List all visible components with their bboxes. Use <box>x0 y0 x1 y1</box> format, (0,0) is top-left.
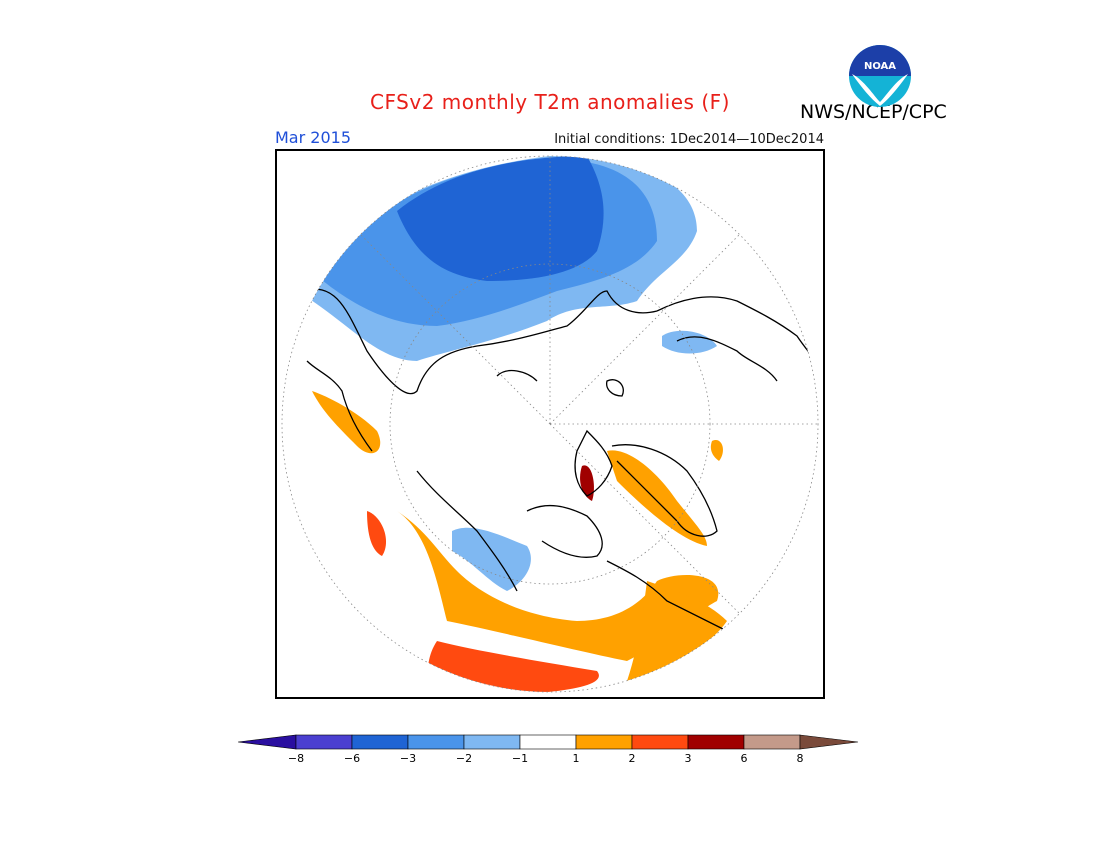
colorbar-tick-label: 1 <box>572 752 580 765</box>
graticule <box>359 156 818 615</box>
colorbar-tick-label: −3 <box>399 752 417 765</box>
warm-anomaly-scandinavia <box>607 450 707 546</box>
colorbar-swatch <box>407 734 465 750</box>
colorbar-tick-label: −1 <box>511 752 529 765</box>
coastlines <box>301 288 818 632</box>
forecast-period: Mar 2015 <box>275 128 351 147</box>
colorbar-tick-label: −8 <box>287 752 305 765</box>
cold-anomaly-deep <box>397 156 604 281</box>
map-title: CFSv2 monthly T2m anomalies (F) <box>370 90 730 114</box>
noaa-logo-text: NOAA <box>864 61 896 72</box>
colorbar-arrow-low <box>238 734 297 750</box>
colorbar-swatch <box>575 734 633 750</box>
colorbar-swatch <box>519 734 577 750</box>
anomaly-map <box>275 149 825 699</box>
warm-anomaly-south <box>397 511 719 661</box>
colorbar-tick-label: 2 <box>628 752 636 765</box>
cold-anomaly-patch-east <box>662 330 717 354</box>
colorbar-swatch <box>687 734 745 750</box>
colorbar-swatch <box>295 734 353 750</box>
cold-anomaly-patch-canada <box>452 527 531 591</box>
colorbar-tick-label: −2 <box>455 752 473 765</box>
color-scale-bar <box>238 734 859 750</box>
colorbar-tick-label: 8 <box>796 752 804 765</box>
warm-anomaly-asia <box>627 581 727 681</box>
colorbar-tick-label: 3 <box>684 752 692 765</box>
colorbar-swatch <box>463 734 521 750</box>
warm-anomaly-small <box>710 440 723 461</box>
colorbar-swatch <box>351 734 409 750</box>
colorbar-tick-label: 6 <box>740 752 748 765</box>
agency-label: NWS/NCEP/CPC <box>800 101 947 123</box>
colorbar-tick-label: −6 <box>343 752 361 765</box>
polar-map-svg <box>281 155 819 693</box>
warm-anomaly-alaska <box>367 511 387 556</box>
warm-anomaly-greenland-west <box>312 391 381 454</box>
initial-conditions: Initial conditions: 1Dec2014—10Dec2014 <box>554 132 824 147</box>
noaa-logo: NOAA <box>849 45 911 107</box>
colorbar-swatch <box>631 734 689 750</box>
map-boundary-circle <box>281 155 819 693</box>
colorbar-swatch <box>743 734 801 750</box>
colorbar-arrow-high <box>799 734 859 750</box>
